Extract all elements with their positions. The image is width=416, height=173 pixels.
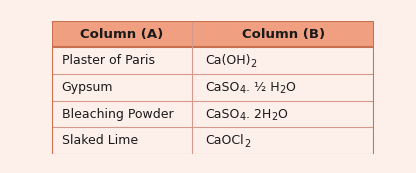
Text: 4: 4 <box>240 112 245 122</box>
Text: Plaster of Paris: Plaster of Paris <box>62 54 155 67</box>
Bar <box>52 21 374 47</box>
Text: Column (A): Column (A) <box>81 28 164 41</box>
Bar <box>52 74 374 101</box>
Bar <box>52 127 374 154</box>
Text: 4: 4 <box>240 85 245 95</box>
Text: CaOCl: CaOCl <box>205 134 244 147</box>
Bar <box>52 47 374 74</box>
Text: O: O <box>277 107 287 121</box>
Bar <box>52 101 374 127</box>
Text: Bleaching Powder: Bleaching Powder <box>62 107 173 121</box>
Text: 2: 2 <box>271 112 277 122</box>
Text: . ½ H: . ½ H <box>245 81 279 94</box>
Text: CaSO: CaSO <box>205 81 240 94</box>
Text: O: O <box>285 81 295 94</box>
Text: Ca(OH): Ca(OH) <box>205 54 250 67</box>
Text: Gypsum: Gypsum <box>62 81 113 94</box>
Text: 2: 2 <box>250 59 257 69</box>
Text: CaSO: CaSO <box>205 107 240 121</box>
Text: 2: 2 <box>244 139 250 149</box>
Text: . 2H: . 2H <box>245 107 271 121</box>
Text: Slaked Lime: Slaked Lime <box>62 134 138 147</box>
Text: Column (B): Column (B) <box>242 28 325 41</box>
Text: 2: 2 <box>279 85 285 95</box>
